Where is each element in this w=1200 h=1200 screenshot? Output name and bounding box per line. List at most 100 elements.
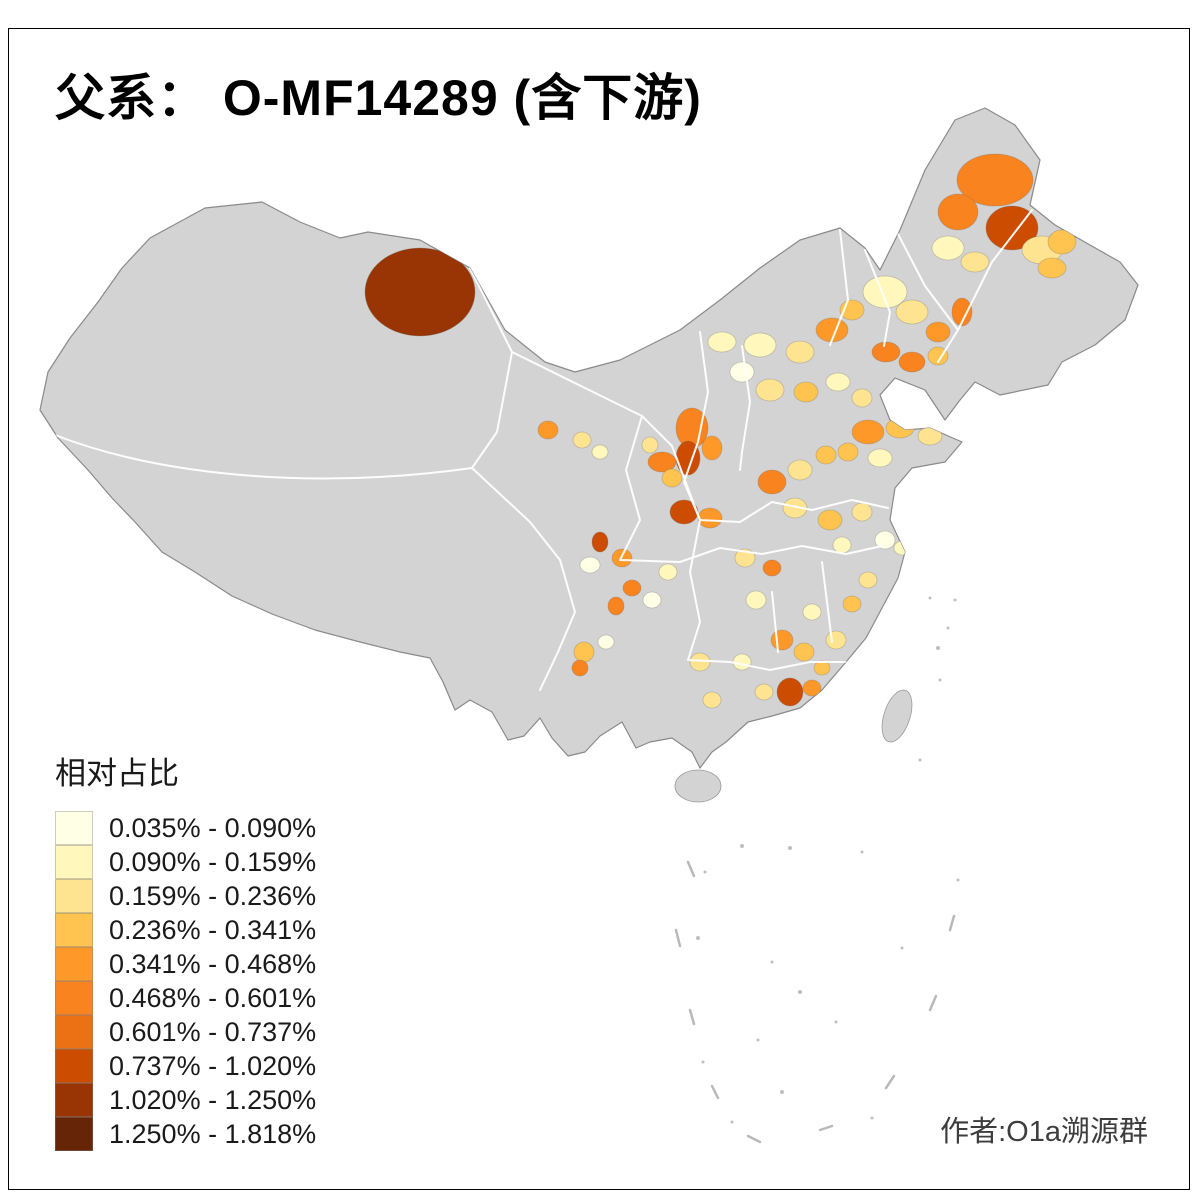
prefecture-region [871, 341, 901, 363]
legend-title: 相对占比 [55, 756, 179, 791]
attribution: 作者:O1a溯源群 [940, 1116, 1148, 1148]
legend-swatch [55, 1117, 93, 1151]
legend-label: 1.250% - 1.818% [109, 1118, 317, 1149]
south-china-sea-islets [696, 844, 960, 1124]
prefecture-region [755, 378, 785, 402]
prefecture-region [732, 653, 752, 671]
prefecture-region [817, 509, 843, 531]
prefecture-region [893, 540, 911, 556]
prefecture-region [757, 469, 787, 495]
prefecture-region [571, 659, 589, 677]
legend-item: 0.468% - 0.601% [55, 981, 316, 1015]
prefecture-region [364, 247, 476, 337]
prefecture-region [960, 251, 990, 273]
legend-item: 1.020% - 1.250% [55, 1083, 316, 1117]
prefecture-region [956, 153, 1034, 207]
legend-label: 0.159% - 0.236% [109, 880, 317, 911]
prefecture-region [707, 331, 737, 353]
islands [674, 596, 960, 1144]
legend-item: 0.601% - 0.737% [55, 1015, 316, 1049]
prefecture-region [607, 596, 625, 616]
legend-label: 0.035% - 0.090% [109, 812, 317, 843]
prefecture-region [937, 193, 979, 231]
prefecture-region [537, 420, 559, 440]
legend-label: 0.090% - 0.159% [109, 846, 317, 877]
prefecture-region [825, 372, 851, 392]
prefecture-region [802, 603, 822, 621]
prefecture-region [851, 502, 873, 522]
legend-label: 0.737% - 1.020% [109, 1050, 317, 1081]
prefecture-region [842, 595, 862, 613]
legend-swatch [55, 947, 93, 981]
prefecture-region [591, 444, 609, 460]
colored-prefectures [364, 153, 1077, 709]
prefecture-region [689, 652, 711, 672]
legend-swatch [55, 1015, 93, 1049]
prefecture-region [867, 448, 893, 468]
legend-rows: 0.035% - 0.090% 0.090% - 0.159% 0.159% - 0… [55, 811, 316, 1151]
prefecture-region [832, 536, 852, 554]
prefecture-region [734, 548, 756, 568]
prefecture-region [793, 642, 815, 662]
prefecture-region [787, 459, 813, 481]
legend-swatch [55, 1083, 93, 1117]
map-title: 父系： O-MF14289 (含下游) [55, 70, 702, 126]
province-borders [54, 209, 1033, 691]
prefecture-region [925, 321, 951, 343]
legend: 相对占比 0.035% - 0.090% 0.090% - 0.159% 0.159… [55, 748, 316, 1151]
prefecture-region [858, 571, 878, 589]
prefecture-region [762, 559, 782, 577]
prefecture-region [591, 531, 609, 553]
prefecture-region [785, 340, 815, 364]
prefecture-region [754, 683, 774, 701]
legend-item: 0.035% - 0.090% [55, 811, 316, 845]
legend-item: 0.236% - 0.341% [55, 913, 316, 947]
prefecture-region [813, 660, 831, 676]
legend-item: 0.737% - 1.020% [55, 1049, 316, 1083]
prefecture-region [951, 297, 973, 327]
legend-swatch [55, 845, 93, 879]
prefecture-region [862, 275, 908, 309]
prefecture-region [579, 556, 601, 574]
legend-label: 0.468% - 0.601% [109, 982, 317, 1013]
legend-item: 0.090% - 0.159% [55, 845, 316, 879]
legend-label: 0.341% - 0.468% [109, 948, 317, 979]
legend-item: 0.341% - 0.468% [55, 947, 316, 981]
prefecture-region [597, 634, 615, 650]
prefecture-region [658, 563, 678, 581]
prefecture-region [572, 431, 592, 449]
prefecture-region [927, 346, 949, 366]
prefecture-region [1047, 229, 1077, 255]
prefecture-region [641, 436, 659, 454]
prefecture-region [793, 381, 819, 403]
taiwan-island [881, 689, 913, 743]
prefecture-region [917, 426, 943, 446]
prefecture-region [898, 351, 926, 373]
prefecture-region [851, 388, 873, 408]
legend-swatch [55, 913, 93, 947]
prefecture-region [573, 641, 595, 663]
legend-swatch [55, 981, 93, 1015]
prefecture-region [745, 590, 767, 610]
legend-label: 0.601% - 0.737% [109, 1016, 317, 1047]
prefecture-region [837, 442, 859, 462]
legend-swatch [55, 879, 93, 913]
prefecture-region [642, 591, 662, 609]
sea-boundary-dashes [674, 860, 956, 1144]
prefecture-region [985, 205, 1039, 251]
prefecture-region [647, 451, 677, 473]
prefecture-region [776, 677, 804, 707]
prefecture-region [825, 630, 847, 650]
prefecture-region [931, 235, 965, 261]
legend-swatch [55, 811, 93, 845]
coastal-islets [918, 596, 957, 762]
prefecture-region [697, 507, 723, 529]
prefecture-region [622, 579, 642, 597]
legend-item: 0.159% - 0.236% [55, 879, 316, 913]
prefecture-region [1037, 257, 1067, 279]
legend-item: 1.250% - 1.818% [55, 1117, 316, 1151]
prefecture-region [702, 691, 722, 709]
prefecture-region [743, 332, 777, 358]
legend-label: 0.236% - 0.341% [109, 914, 317, 945]
